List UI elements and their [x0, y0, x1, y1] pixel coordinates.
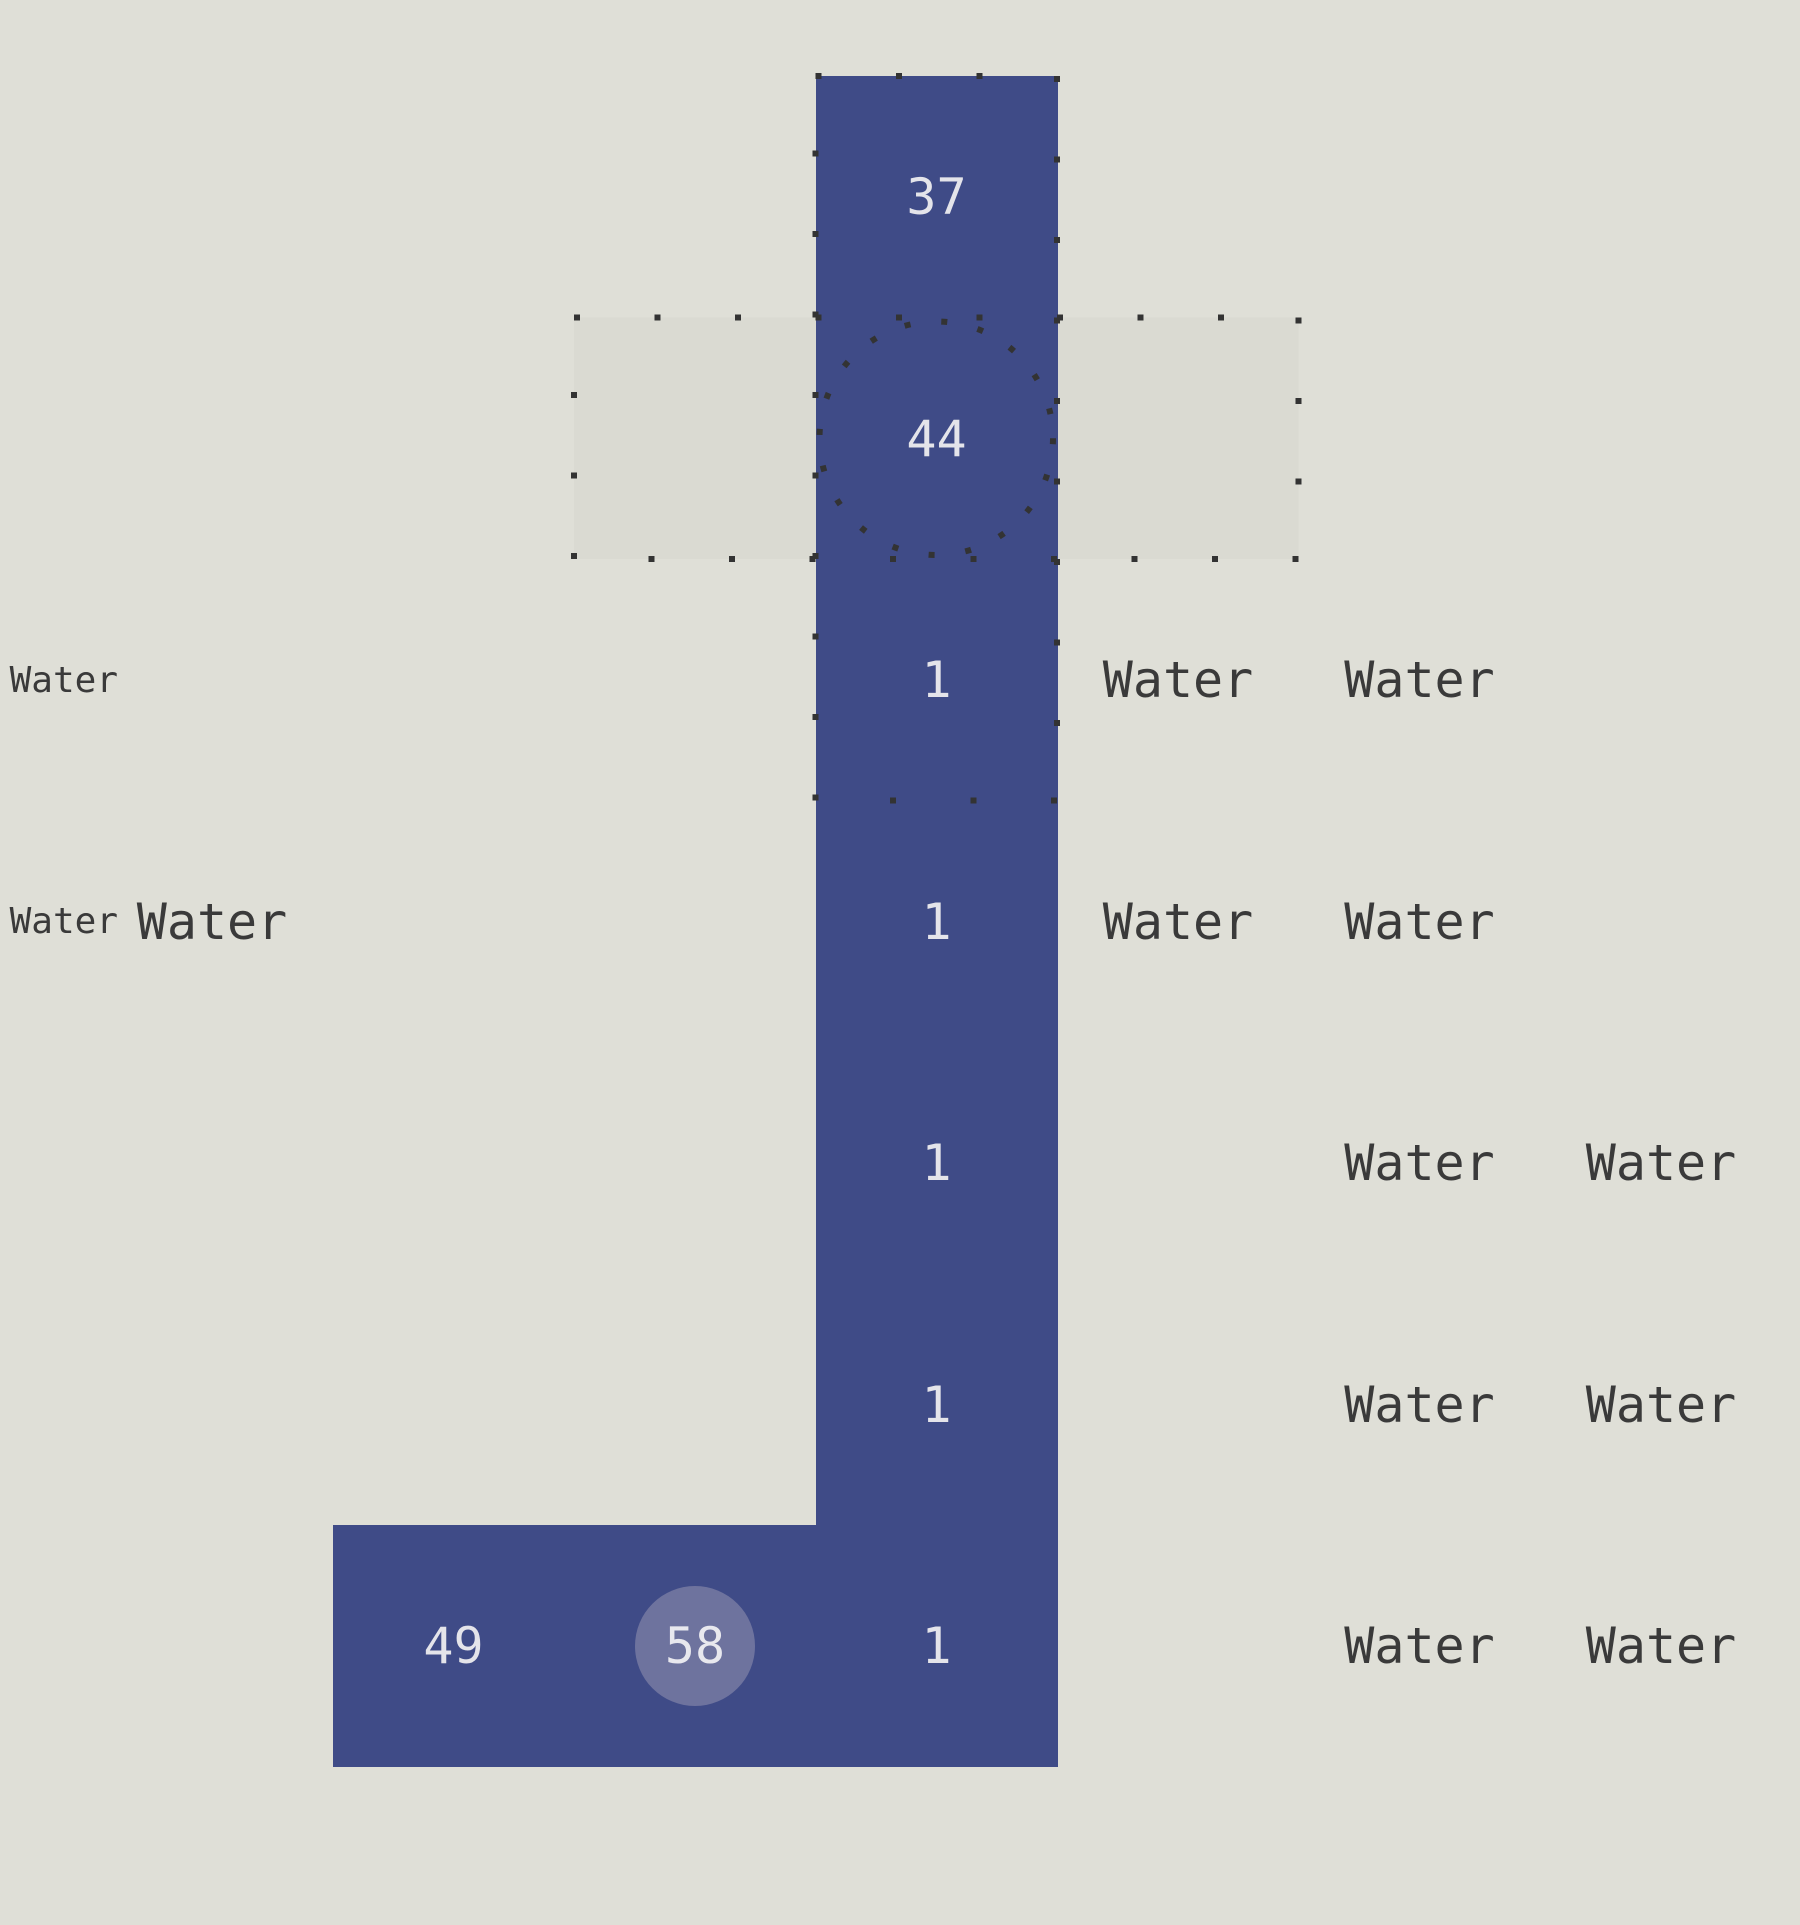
cell-value: 1: [921, 1134, 952, 1192]
water-label: Water: [1585, 1134, 1737, 1192]
water-label: Water: [1102, 651, 1254, 709]
column-highlight-outline: [812, 73, 1060, 804]
board-cell[interactable]: 1: [815, 1525, 1058, 1767]
selected-cell-marker[interactable]: 58: [635, 1586, 755, 1706]
water-label: Water: [1585, 1375, 1737, 1434]
water-label: Water: [1344, 892, 1495, 951]
water-label: Water: [9, 659, 118, 701]
cell-value: 1: [921, 892, 952, 951]
water-label: Water: [9, 901, 118, 942]
cell-value: 1: [921, 651, 952, 709]
board-cell[interactable]: 1: [815, 1283, 1058, 1526]
board-cell[interactable]: 58: [574, 1525, 816, 1767]
water-label: Water: [1344, 651, 1495, 709]
cell-value: 44: [906, 409, 967, 468]
water-label: Water: [1344, 1617, 1495, 1675]
cell-value: 58: [664, 1617, 726, 1675]
board-cell[interactable]: 1: [815, 1042, 1058, 1284]
focus-circle-outline: [816, 318, 1056, 558]
board-cell[interactable]: 1: [815, 800, 1058, 1043]
board-cell[interactable]: 49: [332, 1525, 575, 1767]
cell-value: 37: [906, 168, 967, 226]
board-cell[interactable]: 1: [815, 559, 1058, 801]
water-label: Water: [1344, 1375, 1495, 1434]
water-label: Water: [1585, 1617, 1737, 1675]
board-cell[interactable]: 44: [815, 317, 1058, 560]
water-label: Water: [1344, 1134, 1495, 1192]
cell-value: 1: [921, 1617, 952, 1675]
cell-value: 1: [921, 1375, 952, 1434]
board-cell[interactable]: 37: [815, 76, 1058, 318]
water-label: Water: [1102, 892, 1254, 951]
water-label: Water: [136, 892, 288, 951]
row-highlight-outline: [571, 314, 1302, 562]
cell-value: 49: [423, 1617, 484, 1675]
